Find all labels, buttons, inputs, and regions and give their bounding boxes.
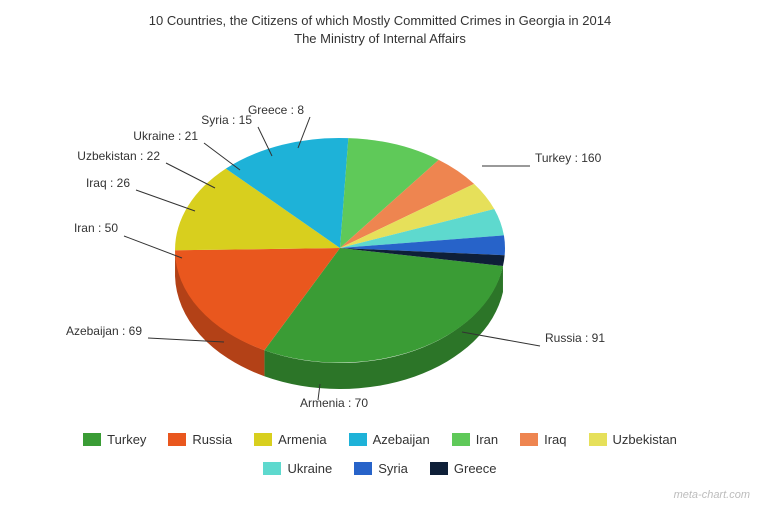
slice-label: Syria : 15 bbox=[201, 113, 252, 127]
legend-label: Iraq bbox=[544, 432, 566, 447]
legend-label: Turkey bbox=[107, 432, 146, 447]
legend-item: Syria bbox=[354, 461, 408, 476]
legend-item: Greece bbox=[430, 461, 497, 476]
legend-label: Syria bbox=[378, 461, 408, 476]
legend-item: Armenia bbox=[254, 432, 326, 447]
leader-line bbox=[136, 190, 195, 211]
legend-swatch bbox=[83, 433, 101, 446]
slice-label: Greece : 8 bbox=[248, 103, 304, 117]
legend-swatch bbox=[263, 462, 281, 475]
slice-label: Ukraine : 21 bbox=[133, 129, 198, 143]
legend-item: Ukraine bbox=[263, 461, 332, 476]
chart-title-line1: 10 Countries, the Citizens of which Most… bbox=[0, 12, 760, 30]
watermark: meta-chart.com bbox=[674, 489, 750, 501]
legend-item: Russia bbox=[168, 432, 232, 447]
legend-swatch bbox=[520, 433, 538, 446]
legend-label: Greece bbox=[454, 461, 497, 476]
leader-line bbox=[166, 163, 215, 188]
slice-label: Iran : 50 bbox=[74, 221, 118, 235]
legend-label: Iran bbox=[476, 432, 498, 447]
slice-label: Azebaijan : 69 bbox=[66, 324, 142, 338]
slice-label: Iraq : 26 bbox=[86, 176, 130, 190]
slice-label: Armenia : 70 bbox=[300, 396, 368, 410]
chart-title-block: 10 Countries, the Citizens of which Most… bbox=[0, 0, 760, 48]
legend-swatch bbox=[430, 462, 448, 475]
legend-item: Azebaijan bbox=[349, 432, 430, 447]
leader-line bbox=[124, 236, 182, 258]
slice-label: Russia : 91 bbox=[545, 331, 605, 345]
legend-item: Uzbekistan bbox=[589, 432, 677, 447]
legend-label: Azebaijan bbox=[373, 432, 430, 447]
chart-title-line2: The Ministry of Internal Affairs bbox=[0, 30, 760, 48]
leader-line bbox=[204, 143, 240, 170]
legend-label: Uzbekistan bbox=[613, 432, 677, 447]
legend-label: Ukraine bbox=[287, 461, 332, 476]
legend-label: Armenia bbox=[278, 432, 326, 447]
slice-label: Uzbekistan : 22 bbox=[77, 149, 160, 163]
legend-item: Iran bbox=[452, 432, 498, 447]
legend-swatch bbox=[452, 433, 470, 446]
legend-swatch bbox=[254, 433, 272, 446]
legend-swatch bbox=[589, 433, 607, 446]
pie-chart-area: Turkey : 160 Russia : 91 Armenia : 70 Azeba… bbox=[0, 48, 760, 428]
pie-svg bbox=[0, 48, 760, 428]
legend-swatch bbox=[168, 433, 186, 446]
slice-label: Turkey : 160 bbox=[535, 151, 601, 165]
legend-swatch bbox=[354, 462, 372, 475]
legend-swatch bbox=[349, 433, 367, 446]
legend-item: Turkey bbox=[83, 432, 146, 447]
legend-label: Russia bbox=[192, 432, 232, 447]
legend-item: Iraq bbox=[520, 432, 566, 447]
legend: Turkey Russia Armenia Azebaijan Iran Iraq Uzbe… bbox=[0, 432, 760, 476]
